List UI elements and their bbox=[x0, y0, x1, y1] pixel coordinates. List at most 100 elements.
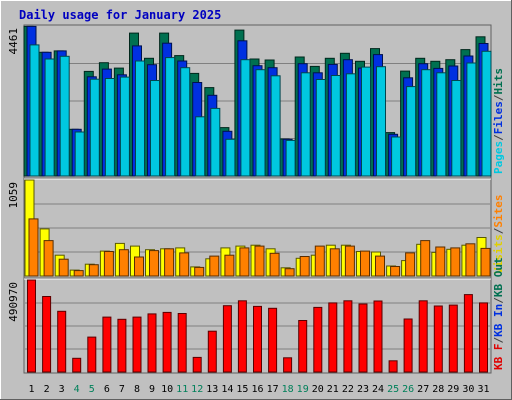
x-tick-label-day-18: 18 bbox=[282, 384, 294, 395]
bar-kbytes-day-4 bbox=[72, 357, 82, 373]
legend-kbytes: KB F/KB In/KB Out bbox=[492, 257, 505, 370]
x-tick-label-day-11: 11 bbox=[176, 384, 188, 395]
legend-entry: / bbox=[492, 297, 505, 304]
bar-pages-day-3 bbox=[59, 55, 70, 177]
bar-pages-day-1 bbox=[29, 44, 40, 177]
bar-sites-day-16 bbox=[254, 245, 265, 277]
bar-pages-day-11 bbox=[180, 67, 191, 177]
bar-sites-day-25 bbox=[390, 266, 401, 277]
legend-entry: KB F bbox=[492, 344, 505, 371]
y-max-label-hits: 4461 bbox=[7, 28, 20, 55]
bar-sites-day-21 bbox=[329, 248, 340, 277]
bar-kbytes-day-5 bbox=[87, 336, 97, 373]
x-tick-label-day-1: 1 bbox=[28, 384, 34, 395]
legend-entry: Visits bbox=[492, 234, 505, 274]
bar-kbytes-day-19 bbox=[298, 320, 308, 373]
x-tick-label-day-15: 15 bbox=[236, 384, 248, 395]
bar-kbytes-day-31 bbox=[479, 302, 488, 373]
bar-sites-day-8 bbox=[134, 256, 144, 277]
bar-sites-day-1 bbox=[28, 218, 39, 277]
bar-sites-day-6 bbox=[103, 251, 114, 277]
bar-pages-day-30 bbox=[466, 62, 477, 177]
bar-pages-day-16 bbox=[255, 69, 266, 177]
bar-kbytes-day-18 bbox=[283, 357, 293, 373]
bar-kbytes-day-16 bbox=[253, 305, 262, 373]
bar-sites-day-17 bbox=[269, 252, 280, 277]
bar-kbytes-day-24 bbox=[373, 300, 383, 373]
bar-pages-day-21 bbox=[330, 75, 341, 177]
chart-title: Daily usage for January 2025 bbox=[19, 8, 221, 22]
legend-entry: / bbox=[492, 337, 505, 344]
bar-sites-day-5 bbox=[88, 264, 99, 277]
x-tick-label-day-5: 5 bbox=[89, 384, 95, 395]
bar-pages-day-13 bbox=[210, 107, 221, 177]
bar-sites-day-28 bbox=[435, 246, 446, 277]
y-max-label-visits: 1059 bbox=[7, 182, 20, 209]
bar-kbytes-day-10 bbox=[162, 311, 172, 373]
legend-entry: KB In bbox=[492, 304, 505, 337]
bar-kbytes-day-6 bbox=[102, 316, 112, 373]
x-tick-label-day-14: 14 bbox=[221, 384, 233, 395]
bar-sites-day-15 bbox=[239, 247, 250, 277]
bar-kbytes-day-28 bbox=[433, 305, 443, 373]
bar-sites-day-11 bbox=[179, 252, 190, 277]
x-tick-label-day-23: 23 bbox=[357, 384, 369, 395]
bar-pages-day-4 bbox=[74, 131, 85, 177]
bar-kbytes-day-30 bbox=[463, 294, 473, 373]
x-tick-label-day-9: 9 bbox=[149, 384, 155, 395]
bar-pages-day-29 bbox=[451, 80, 462, 177]
bar-pages-day-15 bbox=[240, 59, 251, 177]
bar-pages-day-12 bbox=[195, 116, 206, 177]
bar-kbytes-day-20 bbox=[313, 306, 323, 373]
bar-sites-day-27 bbox=[420, 240, 431, 277]
bar-pages-day-31 bbox=[481, 50, 492, 177]
bar-kbytes-day-3 bbox=[57, 310, 67, 373]
bar-kbytes-day-26 bbox=[403, 318, 413, 373]
legend-visits: Visits/Sites bbox=[492, 195, 505, 275]
bar-sites-day-18 bbox=[284, 268, 295, 277]
bar-pages-day-20 bbox=[315, 79, 326, 177]
bar-pages-day-27 bbox=[421, 69, 432, 177]
x-tick-label-day-7: 7 bbox=[119, 384, 125, 395]
bar-kbytes-day-2 bbox=[42, 296, 52, 373]
bar-pages-day-6 bbox=[104, 78, 115, 177]
bar-sites-day-20 bbox=[314, 245, 325, 277]
x-tick-label-day-30: 30 bbox=[462, 384, 474, 395]
x-tick-label-day-26: 26 bbox=[402, 384, 414, 395]
x-tick-label-day-12: 12 bbox=[191, 384, 203, 395]
legend-entry: Sites bbox=[492, 195, 505, 228]
bar-pages-day-18 bbox=[285, 139, 296, 177]
bar-pages-day-26 bbox=[406, 86, 417, 177]
legend-hits: Pages/Files/Hits bbox=[492, 68, 505, 174]
bar-sites-day-26 bbox=[405, 252, 416, 277]
bar-kbytes-day-15 bbox=[237, 300, 247, 373]
plot-frame bbox=[23, 24, 492, 374]
legend-entry: Pages bbox=[492, 141, 505, 174]
x-tick-label-day-31: 31 bbox=[477, 384, 489, 395]
bar-kbytes-day-11 bbox=[177, 313, 187, 373]
bar-kbytes-day-23 bbox=[358, 303, 368, 373]
legend-entry: Files bbox=[492, 101, 505, 134]
bar-pages-day-19 bbox=[300, 72, 311, 177]
bar-kbytes-day-1 bbox=[27, 279, 36, 373]
x-tick-label-day-25: 25 bbox=[387, 384, 399, 395]
legend-entry: / bbox=[492, 134, 505, 141]
bar-pages-day-24 bbox=[376, 66, 386, 177]
bar-pages-day-10 bbox=[165, 57, 176, 177]
bar-kbytes-day-8 bbox=[132, 316, 142, 373]
x-tick-label-day-27: 27 bbox=[417, 384, 429, 395]
bar-kbytes-day-9 bbox=[147, 313, 157, 373]
x-tick-label-day-3: 3 bbox=[59, 384, 65, 395]
bar-sites-day-2 bbox=[43, 240, 54, 277]
bar-sites-day-10 bbox=[164, 248, 175, 277]
x-tick-label-day-22: 22 bbox=[342, 384, 354, 395]
x-tick-label-day-19: 19 bbox=[297, 384, 309, 395]
x-tick-label-day-8: 8 bbox=[134, 384, 140, 395]
x-tick-label-day-10: 10 bbox=[161, 384, 173, 395]
y-max-label-kbytes: 490970 bbox=[7, 282, 20, 322]
bar-sites-day-13 bbox=[209, 255, 220, 277]
bar-pages-day-17 bbox=[270, 75, 281, 177]
bar-sites-day-9 bbox=[149, 250, 159, 277]
bar-sites-day-23 bbox=[360, 250, 370, 277]
